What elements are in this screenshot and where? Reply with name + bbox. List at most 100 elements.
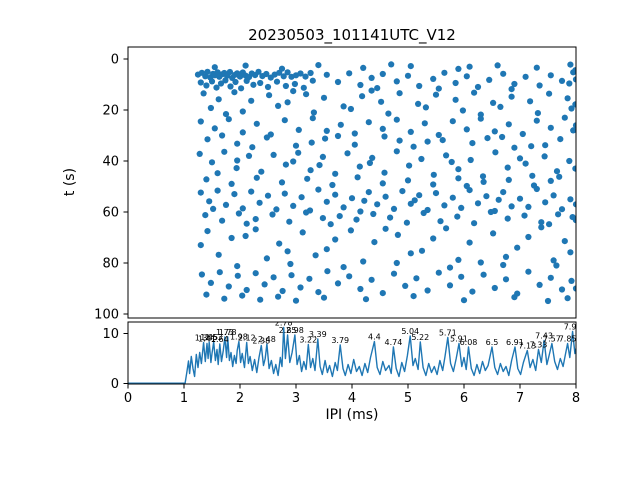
scatter-point [249, 144, 256, 151]
scatter-point [232, 78, 239, 86]
scatter-point [332, 236, 339, 243]
scatter-point [287, 260, 294, 268]
y-tick-label: 80 [102, 257, 119, 272]
scatter-point [491, 128, 498, 135]
scatter-point [256, 199, 263, 206]
scatter-point [235, 210, 242, 217]
y-tick-label: 40 [102, 155, 119, 170]
scatter-point [477, 115, 484, 122]
scatter-point [394, 231, 401, 238]
scatter-point [430, 235, 437, 242]
scatter-point [228, 234, 235, 242]
scatter-point [202, 212, 209, 219]
x-tick-label: 6 [460, 391, 468, 406]
scatter-point [379, 70, 386, 78]
scatter-point [407, 250, 414, 257]
scatter-point [541, 153, 548, 160]
scatter-point [281, 117, 288, 124]
scatter-point [487, 208, 494, 216]
scatter-point [242, 62, 249, 69]
scatter-point [430, 171, 437, 178]
scatter-point [207, 279, 214, 286]
scatter-point [290, 158, 297, 165]
peak-label: 6.5 [486, 338, 499, 347]
x-axis-label: IPI (ms) [325, 407, 378, 423]
scatter-point [508, 86, 515, 93]
scatter-point [370, 210, 377, 218]
y-tick-label: 0 [111, 377, 119, 392]
scatter-point [486, 76, 493, 83]
scatter-point [298, 194, 305, 201]
scatter-point [528, 143, 535, 150]
scatter-point [243, 286, 250, 294]
scatter-point [264, 83, 272, 91]
scatter-point [290, 88, 297, 95]
scatter-point [243, 220, 250, 227]
scatter-point [547, 124, 554, 131]
peak-label: 3.39 [309, 330, 327, 339]
scatter-point [279, 287, 286, 295]
peak-label: 2.38 [252, 337, 270, 346]
scatter-point [495, 196, 502, 203]
scatter-point [516, 155, 524, 162]
scatter-point [533, 64, 540, 71]
scatter-point [357, 81, 364, 89]
scatter-point [250, 81, 257, 88]
scatter-point [234, 140, 241, 147]
scatter-point [374, 201, 381, 208]
scatter-point [484, 135, 491, 142]
scatter-point [323, 246, 330, 253]
scatter-point [525, 203, 532, 210]
scatter-point [455, 166, 462, 173]
scatter-point [492, 149, 499, 156]
scatter-point [529, 172, 536, 179]
scatter-point [416, 192, 423, 199]
scatter-point [306, 275, 313, 282]
scatter-point [379, 290, 386, 297]
scatter-point [382, 193, 389, 200]
peak-label: 4.4 [368, 333, 381, 342]
scatter-point [197, 242, 204, 249]
x-tick-label: 3 [292, 391, 300, 406]
scatter-point [430, 181, 437, 188]
scatter-point [474, 200, 482, 207]
scatter-point [198, 271, 205, 278]
scatter-point [248, 188, 255, 195]
y-tick-label: 0 [111, 53, 119, 68]
scatter-point [387, 214, 394, 221]
scatter-point [214, 187, 221, 194]
scatter-point [403, 219, 410, 226]
scatter-point [347, 227, 354, 234]
scatter-point [368, 276, 375, 283]
y-tick-label: 10 [102, 327, 119, 342]
scatter-point [315, 62, 322, 69]
scatter-point [420, 209, 427, 217]
scatter-point [332, 191, 339, 198]
scatter-point [284, 99, 291, 106]
peak-label: 5.04 [401, 327, 419, 336]
scatter-point [490, 230, 497, 237]
scatter-point [508, 203, 515, 210]
peak-label: 1.41 [198, 335, 216, 344]
scatter-point [546, 90, 553, 97]
scatter-point [396, 90, 403, 97]
scatter-point [263, 70, 270, 78]
scatter-point [469, 140, 476, 147]
scatter-point [424, 138, 431, 145]
scatter-point [366, 159, 373, 167]
scatter-point [544, 297, 552, 305]
peak-label: 7.85 [559, 335, 577, 344]
scatter-point [474, 83, 482, 91]
scatter-point [203, 176, 210, 183]
scatter-point [432, 190, 440, 197]
scatter-point [441, 202, 448, 209]
scatter-point [239, 292, 246, 299]
scatter-point [449, 118, 456, 125]
scatter-point [479, 173, 487, 180]
scatter-point [231, 89, 238, 96]
scatter-point [449, 194, 456, 201]
scatter-point [519, 130, 526, 138]
scatter-point [336, 213, 343, 220]
scatter-point [324, 268, 331, 275]
